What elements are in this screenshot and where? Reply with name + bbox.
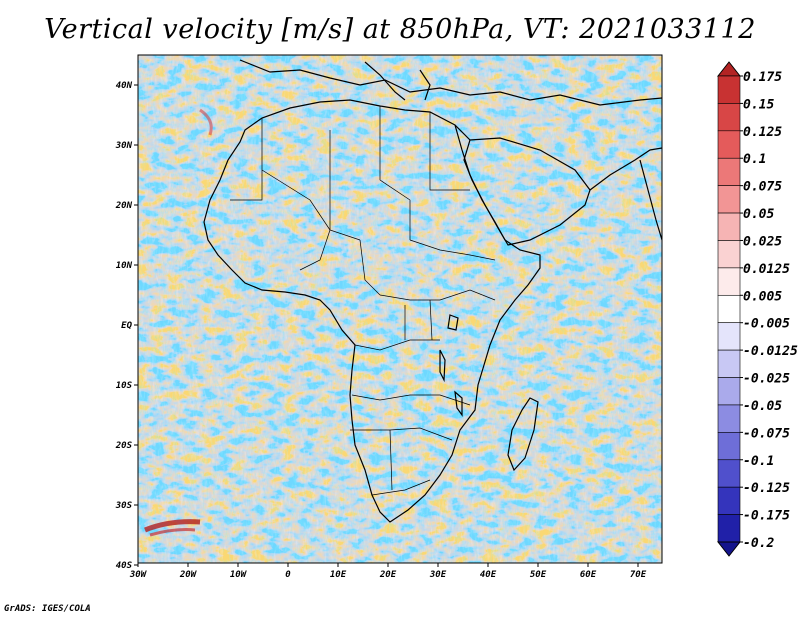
colorbar-top-extension — [716, 61, 742, 77]
y-tick-label: 10S — [116, 381, 133, 391]
velocity-field — [138, 55, 662, 563]
coastlines — [203, 59, 662, 523]
x-tick-label: 20W — [179, 570, 198, 580]
y-tick-label: 30S — [115, 501, 133, 511]
colorbar: 0.175 0.15 0.125 0.1 0.075 0.05 0.025 0.0125 0.0… — [716, 61, 798, 557]
colorbar-label: 0.0125 — [743, 262, 790, 277]
x-tick-label: 50E — [530, 570, 547, 580]
colorbar-segment — [717, 514, 741, 543]
colorbar-label: 0.1 — [743, 152, 766, 167]
colorbar-label: 0.175 — [743, 70, 782, 85]
y-tick-label: 40S — [116, 561, 133, 571]
footer-credit: GrADS: IGES/COLA — [4, 604, 91, 614]
colorbar-label: -0.175 — [743, 509, 790, 524]
colorbar-label: -0.1 — [743, 454, 774, 469]
colorbar-segment — [717, 377, 741, 406]
colorbar-segment — [717, 349, 741, 378]
colorbar-segment — [717, 103, 741, 132]
colorbar-label: -0.005 — [743, 317, 790, 332]
colorbar-segment — [717, 185, 741, 214]
colorbar-label: 0.075 — [743, 180, 782, 195]
colorbar-segment — [717, 322, 741, 351]
y-tick-label: 10N — [116, 261, 133, 271]
colorbar-segment — [717, 459, 741, 488]
colorbar-segment — [717, 404, 741, 433]
x-tick-label: 30W — [129, 570, 148, 580]
x-tick-label: 70E — [630, 570, 647, 580]
y-tick-label: 20S — [115, 441, 133, 451]
x-tick-label: 20E — [379, 570, 397, 580]
colorbar-label: 0.025 — [743, 234, 782, 249]
map-frame — [137, 54, 663, 564]
colorbar-segment — [717, 240, 741, 269]
colorbar-segment — [717, 432, 741, 461]
colorbar-label: -0.025 — [743, 372, 790, 387]
colorbar-label: -0.05 — [743, 399, 782, 414]
colorbar-segment — [717, 486, 741, 515]
colorbar-label: 0.005 — [743, 289, 782, 304]
y-tick-label: EQ — [121, 321, 132, 331]
map-title: Vertical velocity [m/s] at 850hPa, VT: 2… — [44, 14, 756, 45]
x-tick-label: 60E — [580, 570, 597, 580]
x-tick-label: 0 — [285, 570, 291, 580]
y-tick-label: 30N — [115, 141, 133, 151]
y-tick-label: 40N — [116, 81, 133, 91]
colorbar-segment — [717, 212, 741, 241]
colorbar-label: -0.2 — [743, 536, 774, 551]
colorbar-bottom-extension — [716, 541, 742, 557]
colorbar-segment — [717, 75, 741, 104]
x-tick-label: 10E — [330, 570, 347, 580]
colorbar-label: 0.125 — [743, 125, 782, 140]
y-axis: 40N 30N 20N 10N EQ 10S 20S 30S 40S — [115, 81, 138, 571]
x-tick-label: 10W — [230, 570, 248, 580]
colorbar-segment — [717, 267, 741, 296]
colorbar-label: -0.075 — [743, 426, 790, 441]
x-tick-label: 40E — [480, 570, 497, 580]
colorbar-segment — [717, 130, 741, 159]
colorbar-segment — [717, 157, 741, 186]
colorbar-label: 0.05 — [743, 207, 774, 222]
colorbar-segment — [717, 294, 741, 324]
x-tick-label: 30E — [429, 570, 447, 580]
country-borders — [230, 106, 496, 496]
colorbar-label: -0.0125 — [743, 344, 798, 359]
colorbar-label: 0.15 — [743, 97, 774, 112]
x-axis: 30W 20W 10W 0 10E 20E 30E 40E 50E 60E 70E — [129, 563, 647, 580]
y-tick-label: 20N — [115, 201, 133, 211]
colorbar-label: -0.125 — [743, 481, 790, 496]
